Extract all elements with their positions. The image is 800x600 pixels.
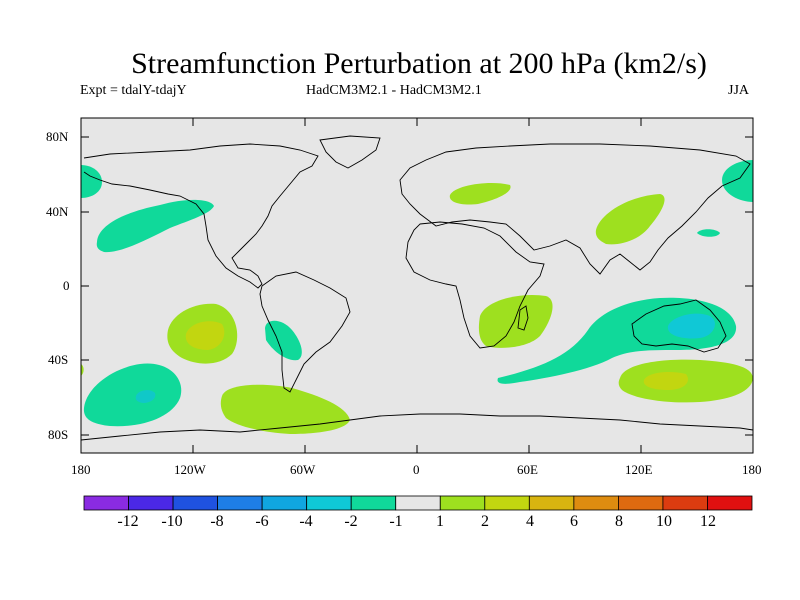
- colorbar-swatch: [261, 495, 308, 511]
- anomaly-region-pos-eurasia: [449, 183, 511, 205]
- anomaly-region-pos-sindian-core: [643, 372, 688, 390]
- x-tick-label-180w: 180: [71, 462, 91, 477]
- colorbar-swatch: [662, 495, 708, 511]
- coastlines: [80, 135, 754, 441]
- colorbar-label: -4: [299, 513, 313, 530]
- coastline-madagascar: [517, 305, 529, 331]
- anomaly-region-pos-npac-south-core: [185, 321, 225, 350]
- y-tick-label-80s: 80S: [48, 427, 69, 442]
- coastline-north-america: [83, 143, 319, 289]
- coastline-south-america: [259, 271, 351, 393]
- coastline-africa: [405, 221, 545, 349]
- colorbar-swatch: [439, 495, 486, 511]
- colorbar-swatch: [306, 495, 352, 511]
- season-label: JJA: [728, 83, 750, 98]
- colorbar-swatch: [395, 495, 441, 511]
- anomaly-region-neg-australia-core: [667, 313, 715, 339]
- anomaly-region-pos-westedge-s: [81, 364, 84, 376]
- colorbar-label: 2: [481, 513, 489, 530]
- colorbar-swatch: [217, 495, 263, 511]
- x-axis-ticks: [192, 118, 642, 453]
- coastline-australia: [631, 299, 727, 353]
- x-tick-label-0: 0: [413, 462, 420, 477]
- anomaly-region-neg-wpacific: [697, 229, 720, 237]
- experiment-label: Expt = tdalY-tdajY: [80, 83, 187, 98]
- colorbar-label: 6: [570, 513, 578, 530]
- colorbar-label: -8: [210, 513, 224, 530]
- colorbar-label: -12: [117, 513, 139, 530]
- colorbar-swatch: [618, 495, 664, 511]
- coastline-antarctica: [80, 413, 754, 441]
- colorbar-swatch: [83, 495, 129, 511]
- x-tick-label-180e: 180: [742, 462, 762, 477]
- colorbar-label: -1: [389, 513, 403, 530]
- colorbar-label: 1: [436, 513, 444, 530]
- anomaly-region-neg-spacific-core: [135, 390, 156, 403]
- colorbar-swatch: [707, 495, 753, 511]
- anomaly-region-pos-asia: [595, 194, 665, 245]
- colorbar: [83, 495, 753, 511]
- anomaly-region-pos-safrica: [478, 294, 553, 348]
- x-tick-label-120e: 120E: [625, 462, 653, 477]
- anomaly-region-neg-spacific: [83, 363, 182, 427]
- colorbar-label: 8: [615, 513, 623, 530]
- colorbar-label: 10: [656, 513, 672, 530]
- y-axis-ticks: [81, 136, 753, 436]
- anomaly-region-neg-satlantic: [265, 320, 302, 361]
- colorbar-label: 4: [526, 513, 534, 530]
- coastline-greenland: [319, 135, 381, 169]
- colorbar-swatch: [573, 495, 619, 511]
- colorbar-label: -6: [255, 513, 269, 530]
- y-tick-label-40n: 40N: [46, 204, 69, 219]
- colorbar-swatch: [350, 495, 397, 511]
- x-tick-label-120w: 120W: [174, 462, 206, 477]
- map-title: Streamfunction Perturbation at 200 hPa (…: [131, 47, 707, 80]
- anomaly-region-pos-samerica-south: [220, 384, 350, 434]
- colorbar-label: -10: [161, 513, 183, 530]
- anomaly-shading: [81, 160, 753, 434]
- colorbar-swatch: [172, 495, 219, 511]
- colorbar-label: 12: [700, 513, 716, 530]
- x-tick-label-60w: 60W: [290, 462, 316, 477]
- colorbar-swatch: [128, 495, 174, 511]
- y-tick-label-0: 0: [63, 278, 70, 293]
- y-tick-label-80n: 80N: [46, 129, 69, 144]
- colorbar-swatch: [484, 495, 530, 511]
- colorbar-swatch: [528, 495, 575, 511]
- anomaly-region-neg-npacific: [96, 199, 214, 253]
- model-label: HadCM3M2.1 - HadCM3M2.1: [306, 83, 482, 98]
- map-background: [81, 118, 753, 453]
- y-tick-label-40s: 40S: [48, 352, 69, 367]
- x-tick-label-60e: 60E: [517, 462, 538, 477]
- coastline-eurasia: [399, 143, 751, 275]
- colorbar-label: -2: [344, 513, 358, 530]
